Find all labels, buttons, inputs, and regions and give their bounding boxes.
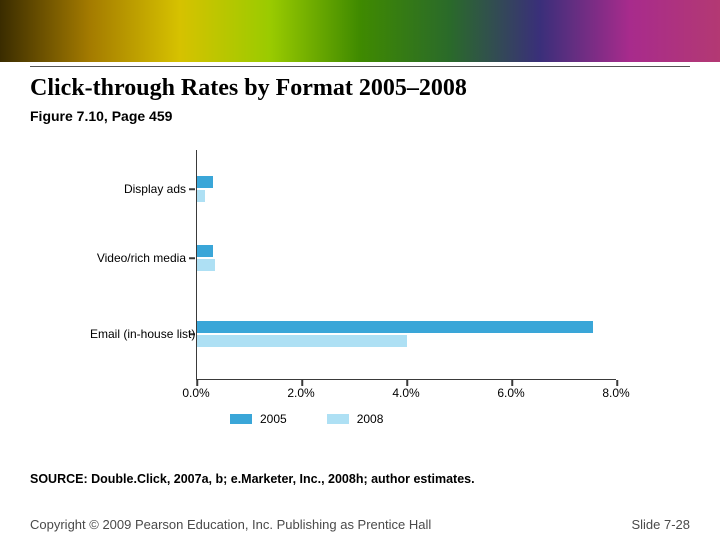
copyright-text: Copyright © 2009 Pearson Education, Inc.… bbox=[30, 517, 431, 532]
y-tick bbox=[189, 188, 195, 190]
y-category-label: Email (in-house list) bbox=[90, 327, 186, 341]
y-tick bbox=[189, 257, 195, 259]
x-tick-label: 6.0% bbox=[497, 386, 524, 400]
legend-label: 2005 bbox=[260, 412, 287, 426]
figure-ref: Figure 7.10, Page 459 bbox=[0, 102, 720, 124]
source-text: SOURCE: Double.Click, 2007a, b; e.Market… bbox=[30, 472, 475, 486]
chart: 0.0%2.0%4.0%6.0%8.0% 20052008 Display ad… bbox=[116, 150, 632, 430]
plot-area bbox=[196, 150, 616, 380]
legend-item: 2005 bbox=[230, 412, 287, 426]
legend-swatch bbox=[327, 414, 349, 424]
slide-title: Click-through Rates by Format 2005–2008 bbox=[0, 67, 720, 102]
bar-2005-1 bbox=[197, 245, 213, 257]
bar-2005-2 bbox=[197, 321, 593, 333]
bar-2008-2 bbox=[197, 335, 407, 347]
bar-2008-0 bbox=[197, 190, 205, 202]
legend: 2005 2008 bbox=[230, 412, 383, 426]
x-axis-labels: 0.0%2.0%4.0%6.0%8.0% bbox=[196, 386, 616, 402]
bar-2005-0 bbox=[197, 176, 213, 188]
bar-2008-1 bbox=[197, 259, 215, 271]
x-tick-label: 8.0% bbox=[602, 386, 629, 400]
footer: Copyright © 2009 Pearson Education, Inc.… bbox=[30, 517, 690, 532]
legend-swatch bbox=[230, 414, 252, 424]
x-tick-label: 4.0% bbox=[392, 386, 419, 400]
y-category-label: Video/rich media bbox=[90, 251, 186, 265]
x-tick-label: 0.0% bbox=[182, 386, 209, 400]
y-category-label: Display ads bbox=[90, 182, 186, 196]
slide-number: Slide 7-28 bbox=[631, 517, 690, 532]
legend-item: 2008 bbox=[327, 412, 384, 426]
x-tick-label: 2.0% bbox=[287, 386, 314, 400]
legend-label: 2008 bbox=[357, 412, 384, 426]
header-gradient bbox=[0, 0, 720, 62]
